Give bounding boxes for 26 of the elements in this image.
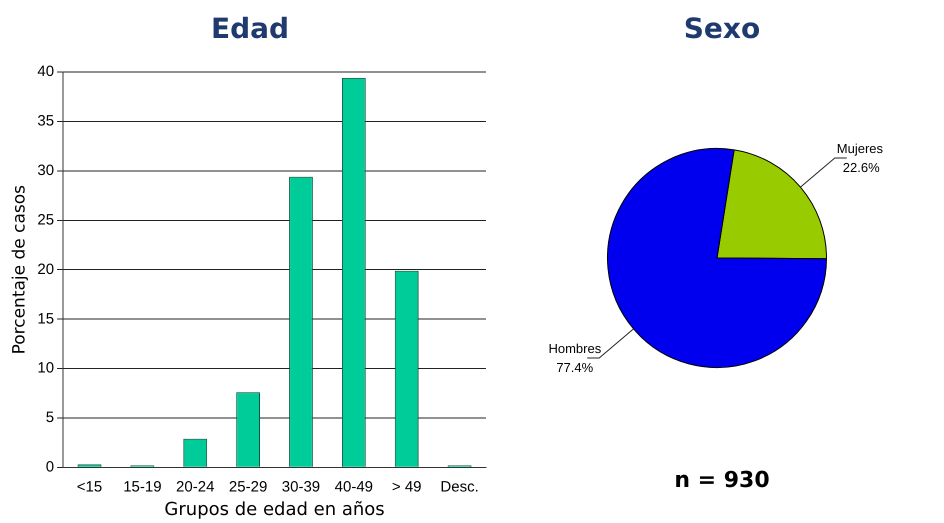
x-tick-label: Desc. [440, 478, 479, 496]
y-tick-label: 15 [37, 310, 54, 328]
x-tick-label: 25-29 [228, 478, 268, 496]
text: n = 930 [673, 468, 771, 493]
y-tick-label: 20 [37, 260, 54, 278]
data-label: 77.4% [556, 360, 594, 376]
x-tick-label: > 49 [392, 478, 422, 496]
slice-label: Hombres [548, 341, 602, 356]
x-tick-label: 15-19 [123, 478, 162, 496]
y-tick-label: 0 [46, 458, 54, 476]
x-axis-title: Grupos de edad en años [164, 498, 385, 520]
data-label: 22.6% [842, 160, 880, 176]
y-tick-label: 40 [37, 63, 54, 80]
chart-title: Sexo [682, 12, 762, 45]
x-tick-label: <15 [76, 478, 102, 496]
y-tick-label: 5 [46, 409, 54, 426]
y-axis-title: Porcentaje de casos [10, 184, 30, 354]
chart-title: Edad [210, 12, 290, 45]
y-tick-label: 35 [37, 112, 54, 130]
x-tick-label: 20-24 [176, 478, 214, 496]
y-tick-label: 30 [37, 162, 54, 179]
slice-label: Mujeres [836, 141, 884, 156]
x-tick-label: 30-39 [282, 478, 320, 496]
y-tick-label: 10 [37, 360, 54, 377]
y-tick-label: 25 [37, 211, 54, 228]
x-tick-label: 40-49 [334, 478, 374, 496]
